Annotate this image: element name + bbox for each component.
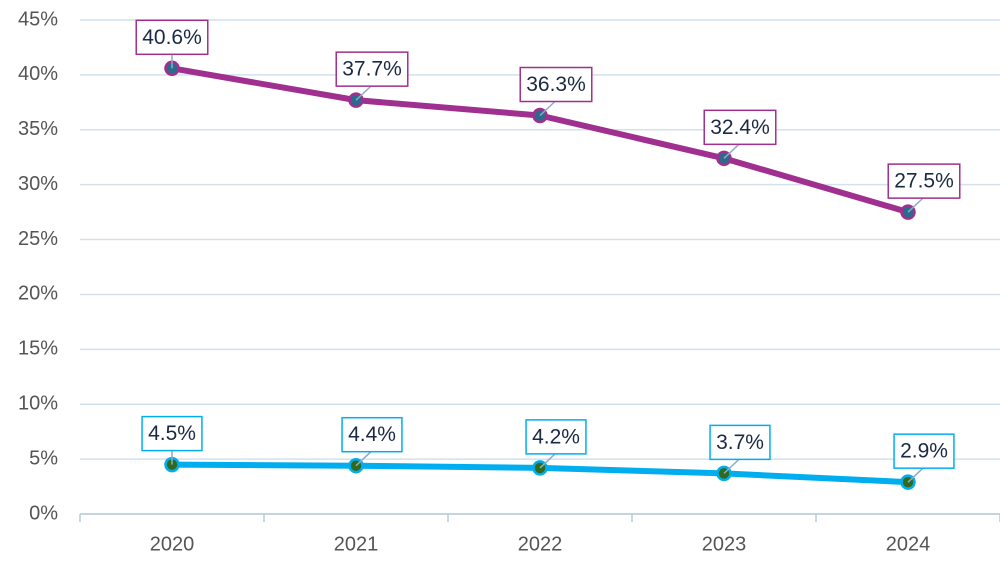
label-box [893,433,955,469]
y-tick-label: 20% [18,283,58,305]
leader-line [907,196,925,213]
data-label: 4.5% [148,422,196,445]
data-label: 37.7% [342,58,402,81]
y-tick-label: 40% [18,63,58,85]
y-tick-label: 15% [18,338,58,360]
data-label: 36.3% [526,73,586,96]
leader-line [355,84,373,101]
data-label: 32.4% [710,116,770,139]
x-tick-label: 2020 [150,533,195,555]
label-box [887,163,961,199]
y-tick-label: 0% [29,502,58,524]
label-box [335,51,409,87]
data-label: 27.5% [894,170,954,193]
x-tick-label: 2023 [702,533,747,555]
y-tick-label: 35% [18,118,58,140]
label-box [703,109,777,146]
leader-line [723,142,741,159]
label-box [519,66,593,103]
leader-line [539,99,557,117]
y-tick-label: 25% [18,228,58,250]
y-tick-label: 10% [18,393,58,415]
y-tick-label: 45% [18,8,58,30]
label-box [709,424,771,461]
label-box [341,416,403,453]
x-tick-label: 2021 [334,533,379,555]
data-label: 4.2% [532,425,580,448]
x-tick-label: 2022 [518,533,563,555]
leader-line [907,466,925,483]
data-label: 3.7% [716,431,764,454]
leader-line [539,452,557,469]
leader-line [355,450,373,467]
x-tick-label: 2024 [886,533,931,555]
data-label: 2.9% [900,440,948,463]
data-label: 4.4% [348,423,396,446]
label-box [141,415,203,452]
label-box [135,19,209,56]
data-label: 40.6% [142,26,202,49]
y-tick-label: 5% [29,447,58,469]
label-box [525,419,587,455]
y-tick-label: 30% [18,173,58,195]
leader-line [723,457,741,474]
